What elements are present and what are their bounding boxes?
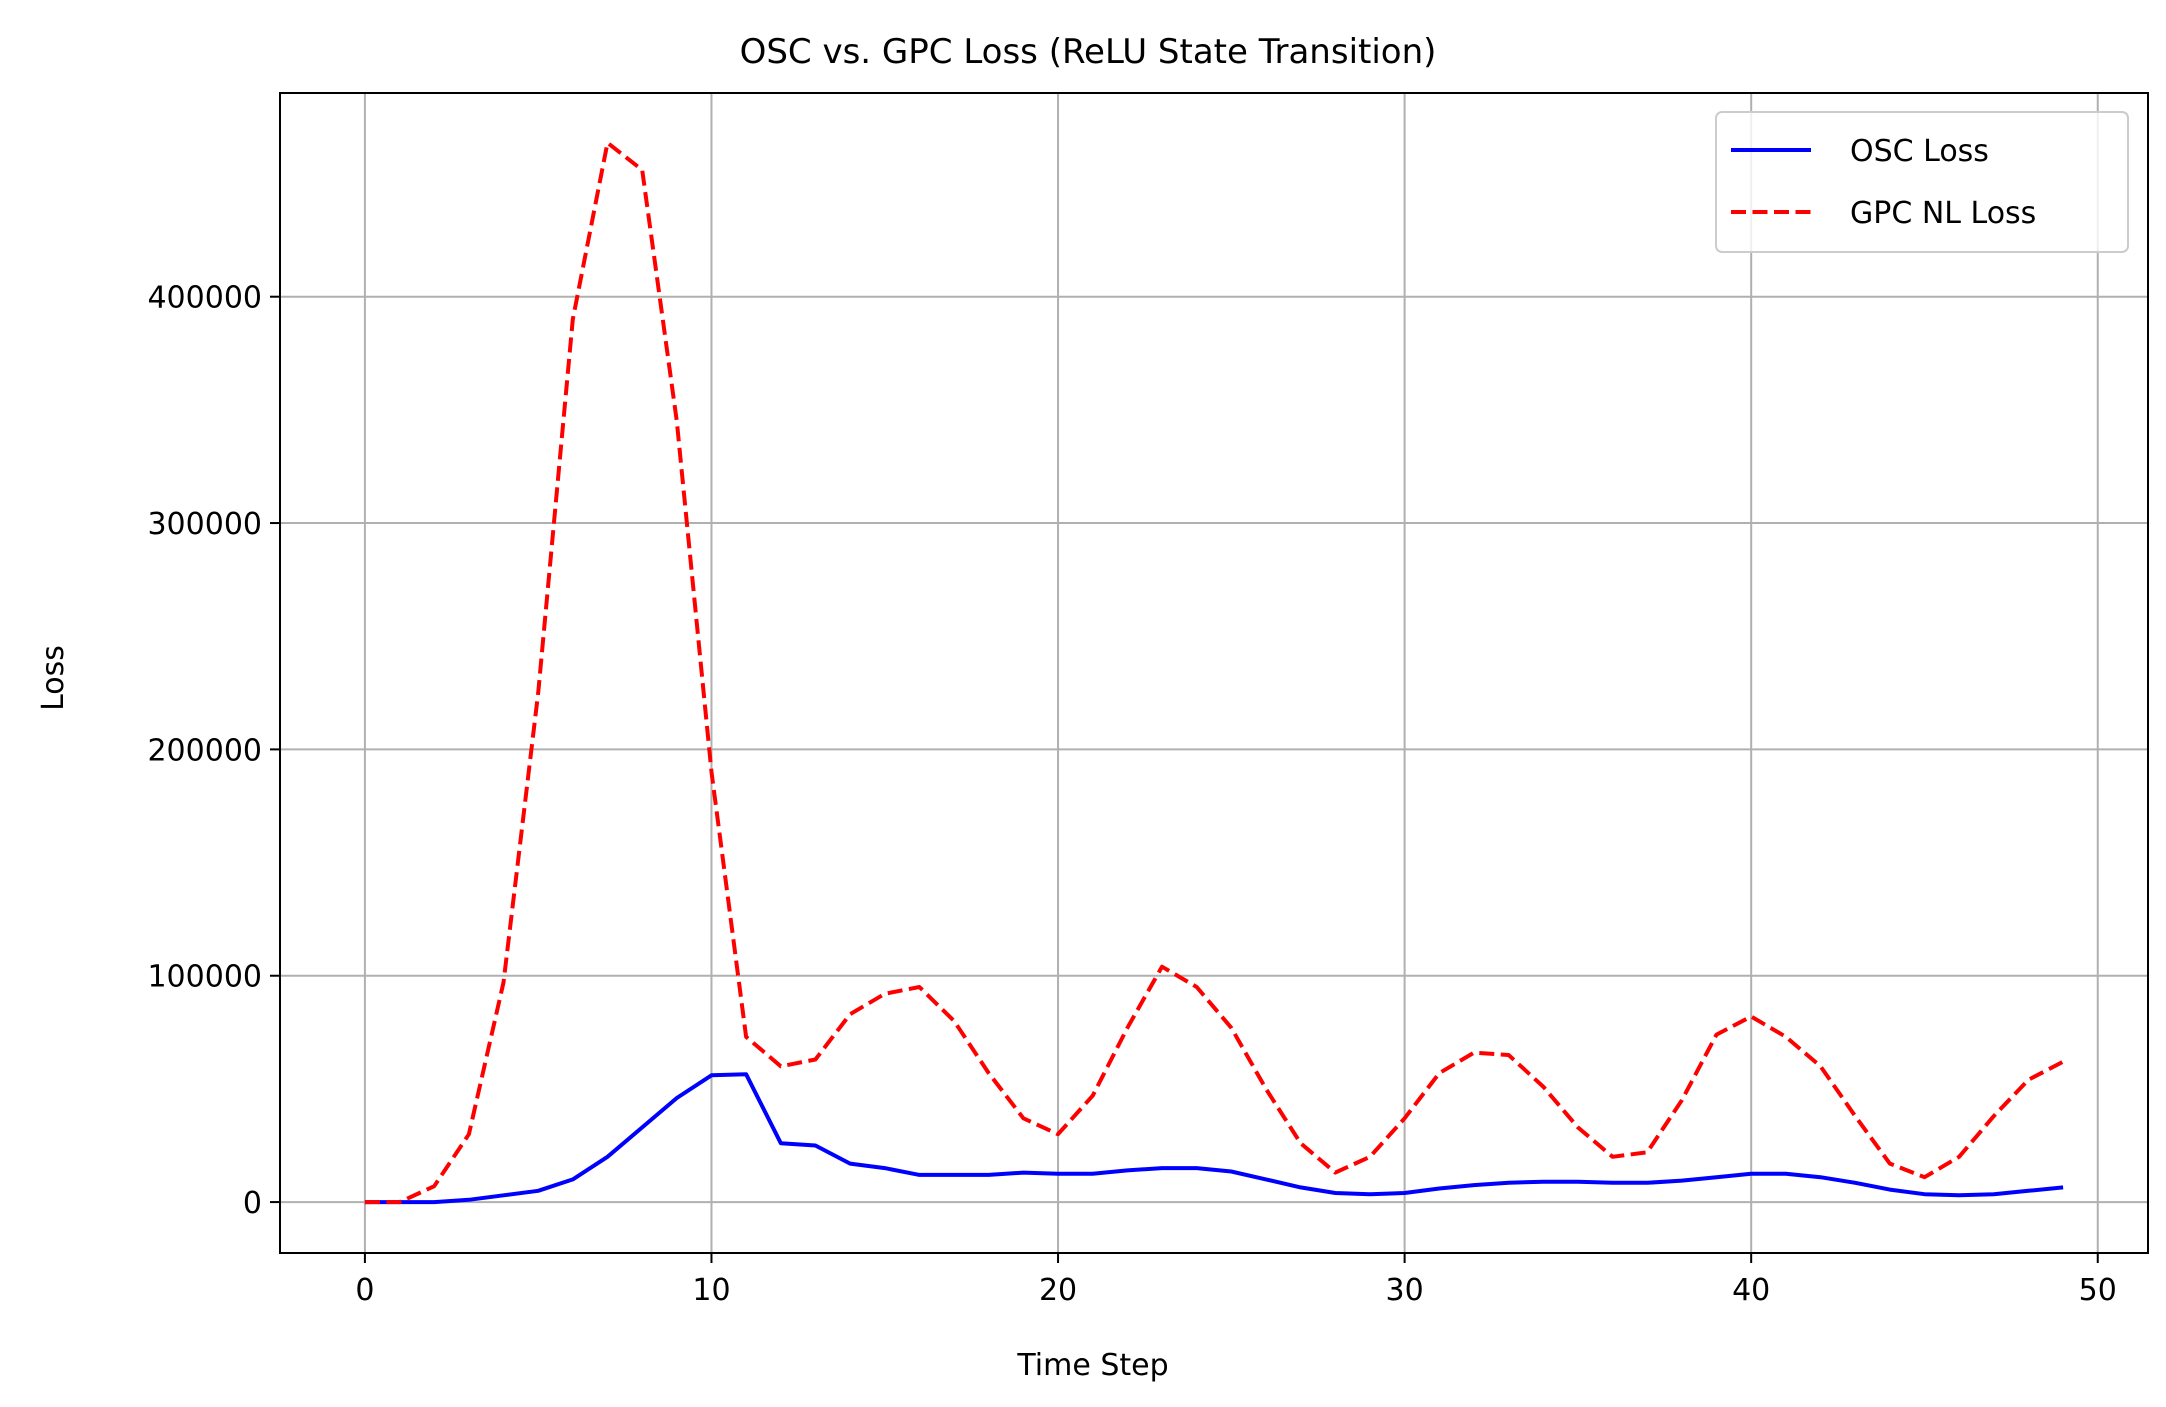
y-tick-label: 100000 [147,960,262,995]
chart-title: OSC vs. GPC Loss (ReLU State Transition) [740,32,1437,72]
series-line-gpc-nl-loss [364,140,2065,1205]
x-tick-label: 20 [1039,1273,1077,1308]
legend-label: GPC NL Loss [1850,196,2036,231]
legend: OSC Loss GPC NL Loss [1715,111,2129,253]
plot-series [364,140,2065,1205]
y-tick-label: 0 [243,1186,262,1221]
y-axis-label: Loss [36,645,71,711]
x-tick-label: 40 [1732,1273,1770,1308]
legend-box [1715,111,2129,253]
x-tick-label: 30 [1386,1273,1424,1308]
axes-frame [279,92,2149,1254]
series-line-osc-loss [364,1072,2064,1205]
y-tick-label: 200000 [147,733,262,768]
y-tick-label: 400000 [147,281,262,316]
grid-lines [280,93,2148,1253]
x-tick-label: 50 [2079,1273,2117,1308]
legend-label: OSC Loss [1850,134,1989,169]
y-tick-label: 300000 [147,507,262,542]
x-tick-label: 10 [692,1273,730,1308]
y-axis-ticks: 0 100000 200000 300000 400000 [147,281,280,1221]
x-axis-label: Time Step [1016,1348,1168,1383]
x-tick-label: 0 [355,1273,374,1308]
x-axis-ticks: 0 10 20 30 40 50 [355,1253,2117,1308]
